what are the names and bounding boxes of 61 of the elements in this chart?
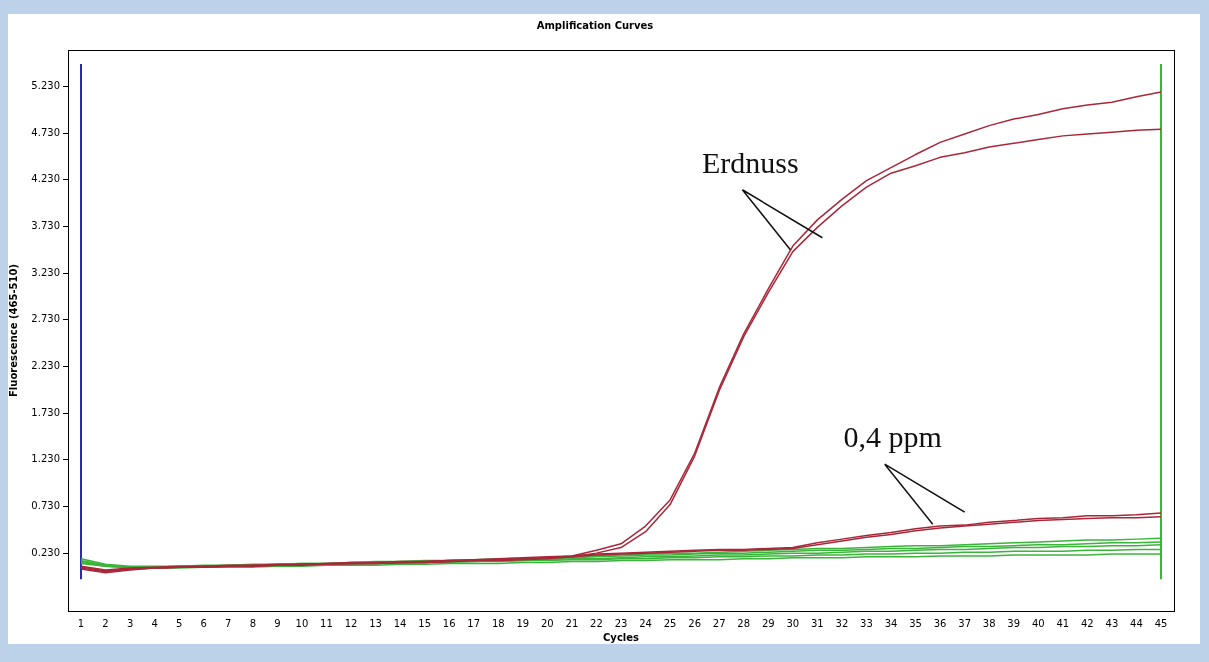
x-tick-label: 4 <box>151 617 158 629</box>
x-tick-label: 32 <box>835 617 849 629</box>
x-tick-label: 19 <box>516 617 530 629</box>
x-tick-label: 26 <box>688 617 701 629</box>
x-tick-label: 40 <box>1031 617 1045 629</box>
x-tick-label: 2 <box>102 617 109 629</box>
x-tick-label: 3 <box>126 617 134 629</box>
y-tick-label: 2.730 <box>31 313 60 325</box>
x-tick-label: 15 <box>418 617 432 629</box>
x-tick-label: 27 <box>712 617 726 629</box>
x-tick-label: 30 <box>786 617 800 629</box>
x-tick-label: 25 <box>663 617 677 629</box>
y-tick-label: 0.730 <box>31 500 60 512</box>
x-tick-label: 36 <box>933 617 947 629</box>
x-tick-label: 45 <box>1154 617 1168 629</box>
annotation: Erdnuss <box>702 145 799 179</box>
x-tick-label: 21 <box>565 617 579 629</box>
x-axis-title: Cycles <box>603 631 640 643</box>
x-tick-label: 9 <box>274 617 281 629</box>
x-tick-label: 18 <box>491 617 505 629</box>
x-tick-label: 16 <box>442 617 456 629</box>
x-tick-label: 24 <box>639 617 652 629</box>
x-tick-label: 44 <box>1130 617 1143 629</box>
x-tick-label: 42 <box>1080 617 1094 629</box>
x-tick-label: 33 <box>860 617 873 629</box>
y-tick-label: 1.230 <box>31 453 60 465</box>
y-tick-label: 3.730 <box>31 220 60 232</box>
x-tick-label: 17 <box>467 617 481 629</box>
x-tick-label: 5 <box>176 617 183 629</box>
x-tick-label: 34 <box>884 617 898 629</box>
x-tick-label: 28 <box>737 617 751 629</box>
x-tick-label: 43 <box>1105 617 1119 629</box>
x-tick-label: 11 <box>320 617 333 629</box>
chart-title: Amplification Curves <box>536 19 654 31</box>
y-tick-label: 4.230 <box>31 173 60 185</box>
y-tick-label: 1.730 <box>31 406 60 418</box>
x-tick-label: 39 <box>1007 617 1021 629</box>
y-axis-title: Fluorescence (465-510) <box>7 264 19 397</box>
x-tick-label: 29 <box>761 617 775 629</box>
x-tick-label: 38 <box>982 617 996 629</box>
y-tick-label: 3.230 <box>31 266 60 278</box>
x-tick-label: 7 <box>225 617 232 629</box>
x-tick-label: 14 <box>393 617 407 629</box>
x-tick-label: 10 <box>295 617 309 629</box>
x-tick-label: 23 <box>614 617 628 629</box>
x-tick-label: 20 <box>541 617 554 629</box>
x-tick-label: 22 <box>590 617 603 629</box>
x-tick-label: 8 <box>249 617 257 629</box>
x-tick-label: 6 <box>200 617 207 629</box>
y-tick-label: 2.230 <box>31 360 60 372</box>
y-tick-label: 0.230 <box>31 546 60 558</box>
x-tick-label: 35 <box>909 617 922 629</box>
y-tick-label: 5.230 <box>31 80 60 91</box>
x-tick-label: 13 <box>369 617 382 629</box>
annotation: 0,4 ppm <box>843 420 942 454</box>
x-tick-label: 41 <box>1056 617 1070 629</box>
x-tick-label: 1 <box>77 617 85 629</box>
x-tick-label: 37 <box>958 617 971 629</box>
x-tick-label: 12 <box>344 617 358 629</box>
x-tick-label: 31 <box>810 617 824 629</box>
y-tick-label: 4.730 <box>31 126 60 138</box>
